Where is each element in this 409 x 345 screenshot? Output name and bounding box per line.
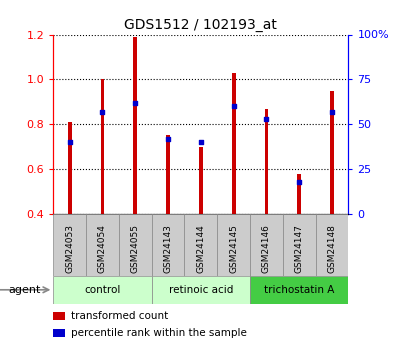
Text: percentile rank within the sample: percentile rank within the sample	[71, 328, 247, 338]
Bar	[184, 214, 217, 276]
Text: GSM24146: GSM24146	[261, 224, 270, 273]
Bar	[53, 214, 86, 276]
Bar	[264, 108, 268, 214]
Bar	[67, 122, 72, 214]
Bar	[53, 329, 65, 337]
Point	[164, 136, 171, 141]
Bar	[231, 73, 235, 214]
Text: control: control	[84, 285, 120, 295]
Title: GDS1512 / 102193_at: GDS1512 / 102193_at	[124, 18, 276, 32]
Bar	[297, 174, 301, 214]
Bar	[119, 214, 151, 276]
Bar	[151, 214, 184, 276]
Bar	[249, 276, 348, 304]
Bar	[166, 136, 170, 214]
Text: trichostatin A: trichostatin A	[263, 285, 334, 295]
Text: GSM24143: GSM24143	[163, 224, 172, 273]
Point	[66, 139, 73, 145]
Bar	[249, 214, 282, 276]
Point	[295, 179, 302, 184]
Text: transformed count: transformed count	[71, 311, 168, 321]
Bar	[282, 214, 315, 276]
Bar	[100, 79, 104, 214]
Bar	[133, 37, 137, 214]
Bar	[315, 214, 348, 276]
Point	[328, 109, 335, 115]
Bar	[217, 214, 249, 276]
Text: GSM24055: GSM24055	[130, 224, 139, 273]
Text: GSM24145: GSM24145	[229, 224, 238, 273]
Bar	[53, 276, 151, 304]
Point	[197, 139, 204, 145]
Bar	[198, 147, 202, 214]
Point	[230, 104, 236, 109]
Bar	[86, 214, 119, 276]
Bar	[329, 90, 333, 214]
Text: retinoic acid: retinoic acid	[168, 285, 233, 295]
Bar	[53, 312, 65, 320]
Point	[99, 109, 106, 115]
Bar	[151, 276, 249, 304]
Text: GSM24053: GSM24053	[65, 224, 74, 273]
Text: agent: agent	[8, 285, 40, 295]
Point	[132, 100, 138, 106]
Text: GSM24144: GSM24144	[196, 224, 205, 273]
Text: GSM24054: GSM24054	[98, 224, 107, 273]
Point	[263, 116, 269, 121]
Text: GSM24147: GSM24147	[294, 224, 303, 273]
Text: GSM24148: GSM24148	[327, 224, 336, 273]
